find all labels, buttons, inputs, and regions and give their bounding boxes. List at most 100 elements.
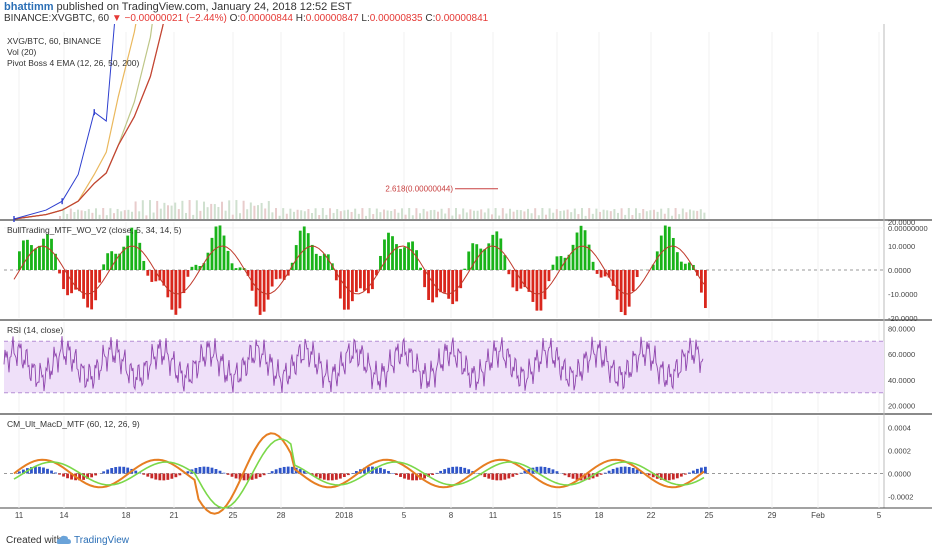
macd-histogram-bar: [22, 469, 25, 474]
volume-bar: [527, 208, 529, 219]
macd-histogram-bar: [38, 466, 41, 474]
macd-histogram-bar: [302, 470, 306, 474]
volume-bar: [635, 208, 637, 219]
symbol-label: BINANCE:XVGBTC, 60: [4, 13, 110, 24]
osc-bar: [310, 244, 314, 270]
macd-histogram-bar: [122, 466, 126, 474]
macd-histogram-bar: [675, 473, 679, 479]
volume-bar: [667, 208, 670, 219]
osc-bar: [194, 264, 198, 270]
volume-bar: [332, 212, 335, 219]
osc-bar: [38, 245, 41, 270]
macd-histogram-bar: [483, 473, 487, 478]
macd-histogram-bar: [363, 467, 366, 474]
volume-bar: [588, 208, 591, 219]
volume-bar: [267, 201, 270, 219]
volume-bar: [559, 210, 562, 219]
macd-histogram-bar: [246, 473, 250, 481]
volume-bar: [368, 208, 371, 219]
time-tick-label: 8: [449, 511, 454, 520]
osc-bar: [182, 270, 186, 294]
osc-bar: [110, 251, 114, 270]
volume-bar: [469, 209, 472, 219]
tradingview-brand[interactable]: TradingView: [74, 535, 130, 546]
price-chart[interactable]: 11 14 18 21 25 28 2018 5 8 11 15 18 22 25 29 Feb 5 0.0000…: [0, 24, 932, 530]
osc-bar: [467, 251, 471, 270]
macd-histogram-bar: [154, 473, 158, 480]
volume-bar: [581, 208, 583, 219]
osc-bar: [491, 234, 495, 270]
rsi-tick-label: 20.0000: [888, 402, 915, 411]
chart-background: [0, 24, 932, 508]
volume-bar: [462, 208, 465, 219]
volume-bar: [699, 209, 702, 219]
volume-bar: [116, 208, 119, 219]
author-link[interactable]: bhattimm: [4, 1, 54, 13]
time-tick-label: 22: [647, 511, 656, 520]
macd-histogram-bar: [503, 473, 507, 480]
volume-bar: [671, 215, 673, 219]
rsi-line: [3, 336, 704, 394]
volume-bar: [386, 210, 389, 219]
rsi-tick-label: 80.0000: [888, 324, 915, 333]
macd-histogram-bar: [567, 473, 571, 478]
macd-histogram-bar: [551, 469, 555, 474]
osc-bar: [603, 270, 607, 277]
osc-bar: [555, 256, 559, 270]
volume-bar: [217, 206, 220, 219]
osc-bar: [94, 270, 98, 301]
osc-bar: [579, 225, 583, 270]
legend-line-2: Vol (20): [7, 47, 36, 57]
time-tick-label: 25: [705, 511, 714, 520]
volume-bar: [77, 209, 79, 219]
volume-bar: [689, 209, 691, 219]
osc-bar: [455, 270, 459, 302]
macd-tick-label: -0.0002: [888, 493, 913, 502]
osc-bar: [623, 270, 627, 316]
volume-bar: [645, 211, 648, 219]
volume-bar: [159, 208, 162, 219]
macd-histogram-bar: [411, 473, 414, 481]
volume-bar: [260, 202, 263, 219]
ohlc-line: BINANCE:XVGBTC, 60 ▼ −0.00000021 (−2.44%…: [4, 13, 488, 24]
volume-bar: [131, 211, 133, 219]
osc-bar: [142, 260, 146, 270]
macd-histogram-bar: [647, 473, 651, 476]
volume-bar: [408, 208, 411, 219]
volume-bar: [473, 210, 475, 219]
volume-bar: [210, 203, 213, 219]
macd-histogram-bar: [298, 469, 302, 474]
volume-bar: [239, 213, 241, 219]
volume-bar: [393, 209, 396, 219]
macd-histogram-bar: [459, 466, 463, 474]
osc-bar: [447, 270, 451, 299]
osc-bar: [511, 270, 515, 288]
volume-bar: [69, 208, 72, 219]
volume-bar: [188, 200, 191, 219]
volume-bar: [354, 208, 357, 219]
osc-bar: [154, 270, 158, 282]
volume-bar: [163, 202, 166, 219]
macd-histogram-bar: [391, 472, 394, 474]
osc-bar: [563, 257, 567, 270]
volume-bar: [480, 209, 483, 219]
volume-bar: [591, 213, 594, 219]
volume-bar: [87, 209, 90, 219]
volume-bar: [224, 210, 227, 219]
macd-histogram-bar: [535, 466, 539, 474]
osc-bar: [595, 270, 599, 274]
volume-bar: [404, 214, 407, 219]
osc-bar: [411, 241, 414, 270]
osc-bar: [679, 261, 683, 270]
macd-histogram-bar: [90, 473, 94, 478]
low-value: 0.00000835: [369, 13, 423, 24]
macd-histogram-bar: [679, 473, 683, 477]
osc-bar: [471, 243, 475, 270]
volume-bar: [156, 200, 159, 219]
macd-histogram-bar: [354, 471, 358, 474]
time-tick-label: 18: [122, 511, 131, 520]
macd-histogram-bar: [238, 473, 242, 480]
close-label: C:: [425, 13, 436, 24]
high-label: H:: [295, 13, 306, 24]
time-tick-label: 29: [768, 511, 777, 520]
